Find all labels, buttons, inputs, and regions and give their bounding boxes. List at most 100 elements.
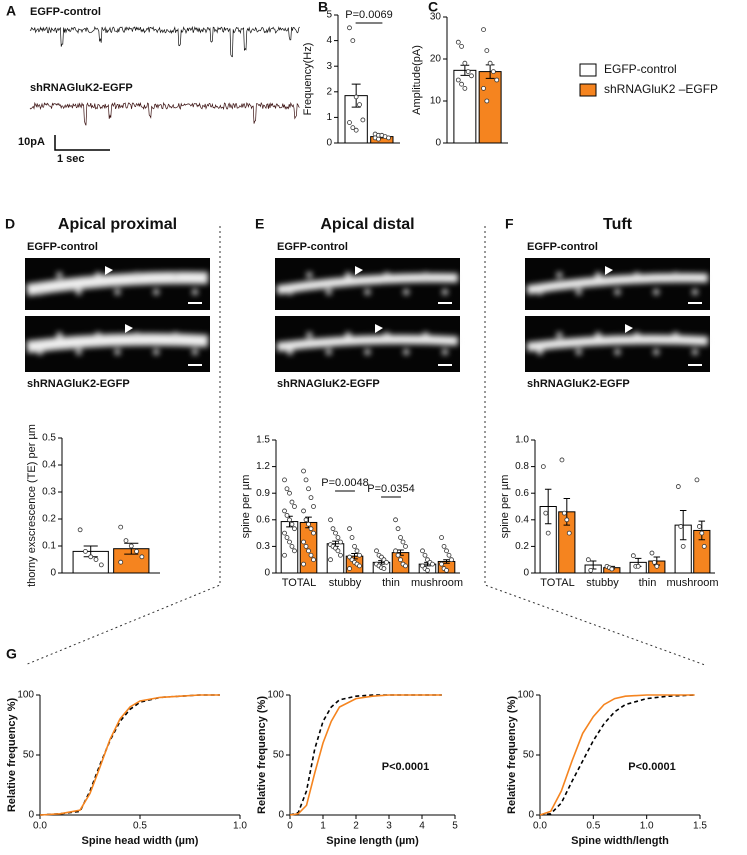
data-point [393,548,398,554]
spine [556,272,563,278]
spine [672,272,679,278]
y-tick-label: 0 [264,568,270,579]
spine [383,332,390,338]
data-point [564,517,570,523]
x-tick-label: 5 [452,821,458,832]
y-tick-label: 0 [326,138,332,149]
data-point [469,73,474,79]
spine [153,289,160,295]
y-tick-label: 1 [326,112,332,123]
data-point [585,557,591,563]
dendrite-shaft [276,273,459,295]
data-point [357,552,362,558]
data-point [128,543,134,549]
y-tick-label: 0 [278,810,284,821]
x-tick-label: 0.5 [133,821,147,832]
dendrite [276,272,459,295]
data-point [350,38,356,43]
spine [575,289,582,295]
data-point [540,464,546,470]
y-tick-label: 0.1 [42,541,56,552]
spine [287,349,293,355]
y-tick-label: 0.6 [256,514,270,525]
data-point [347,25,352,31]
data-point [354,548,360,554]
y-tick-label: 100 [267,690,284,701]
data-point [88,554,94,560]
arrowhead [355,266,363,275]
cumulative-line [539,694,695,816]
y-tick-label: 10 [430,96,442,107]
data-point [649,550,655,556]
image-label: shRNAGluK2-EGFP [27,378,130,390]
dendrite-shaft [26,333,209,353]
data-point [398,535,403,540]
spine [537,289,543,295]
data-point [654,563,660,569]
y-tick-label: 2 [326,86,332,97]
panel-label: E [255,216,264,232]
data-point [292,548,297,554]
x-tick-label: TOTAL [540,577,574,589]
panel-title: Apical distal [320,216,414,233]
arrowhead [605,266,613,275]
data-point [301,539,306,545]
arrowhead [625,324,633,333]
dendrite [276,332,459,355]
scale-label: 1 sec [57,153,85,165]
data-point [347,566,352,571]
dendrite [26,271,209,296]
y-tick-label: 0 [523,568,529,579]
spine [403,289,410,295]
y-tick-label: 0.2 [515,541,529,552]
data-point [381,566,387,571]
data-point [347,526,352,532]
data-point [481,27,486,33]
dendrite-shaft [26,271,209,296]
bar [478,71,502,144]
spine [172,272,179,278]
scale-bar [188,302,202,304]
data-point [487,60,493,66]
y-tick-label: 1.5 [256,435,270,446]
spine [595,272,602,278]
y-tick-label: 0.3 [42,487,56,498]
data-point [462,60,468,66]
y-axis-label: Amplitude(pA) [411,45,423,115]
data-point [701,544,707,549]
spine [345,272,352,278]
data-point [566,530,572,536]
data-point [308,552,314,558]
data-point [338,552,343,558]
y-tick-label: 0.6 [515,488,529,499]
data-point [284,535,290,540]
panel-label: B [318,0,328,15]
data-point [651,559,657,565]
spine [653,289,660,295]
spine [75,349,82,355]
spine [422,332,429,338]
scale-bar [54,135,110,151]
y-axis-label: Relative frequency (%) [256,696,268,814]
data-point [303,517,309,523]
y-axis-label: Frequency(Hz) [302,43,314,116]
spine [133,332,140,338]
data-point [134,549,139,554]
panel-label: D [5,216,15,232]
y-tick-label: 0.4 [515,514,529,525]
spine [653,349,660,355]
data-point [347,120,352,125]
spine [95,272,102,278]
data-point [328,517,333,523]
spine [114,289,121,295]
spine [133,272,140,278]
x-tick-label: 0 [287,821,293,832]
data-point [675,484,681,489]
y-tick-label: 100 [17,690,34,701]
spine [633,272,640,278]
dendrite [526,272,709,295]
spine [192,289,198,295]
dendrite-shaft [526,334,709,352]
image-label: EGFP-control [277,241,348,253]
data-point [403,544,408,549]
